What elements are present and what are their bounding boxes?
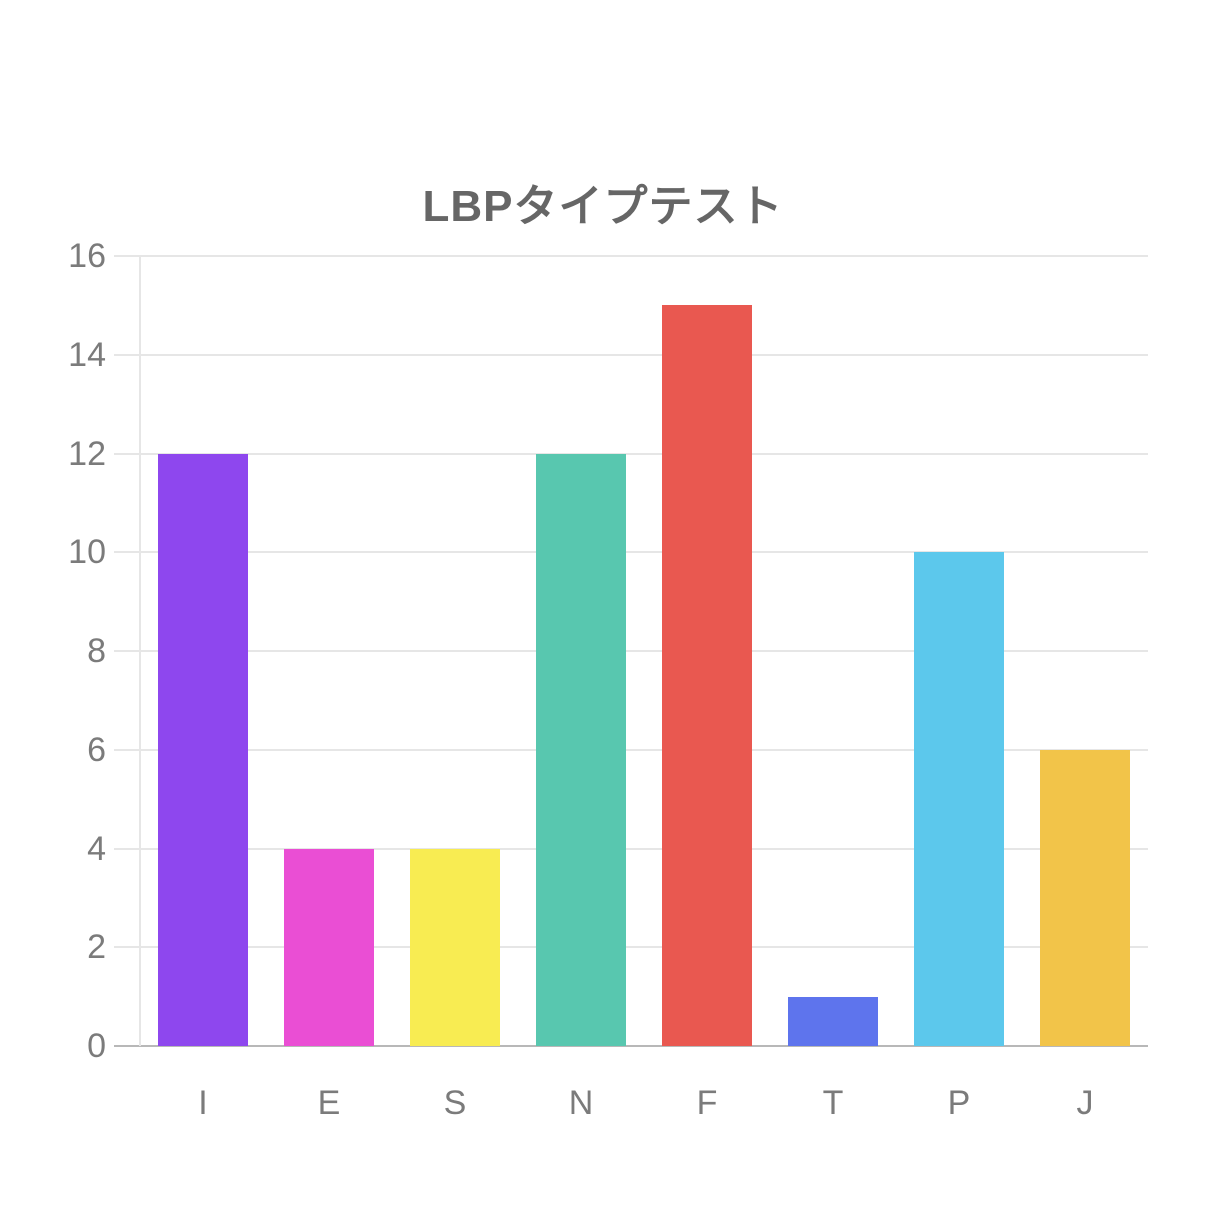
x-tick-label-J: J — [1076, 1084, 1094, 1122]
bar-I — [158, 453, 248, 1046]
x-tick-label-S: S — [443, 1084, 467, 1122]
chart-title: LBPタイプテスト — [422, 182, 784, 231]
x-tick-label-T: T — [822, 1084, 844, 1122]
y-axis-tick-mark — [114, 551, 140, 553]
y-axis-tick-mark — [114, 946, 140, 948]
y-tick-label: 2 — [87, 928, 106, 966]
bar-P — [914, 552, 1004, 1046]
y-axis-tick-mark — [114, 1045, 140, 1047]
y-tick-label: 0 — [87, 1027, 106, 1065]
y-tick-label: 12 — [68, 435, 106, 473]
y-axis-tick-mark — [114, 354, 140, 356]
y-axis-tick-mark — [114, 650, 140, 652]
bar-N — [536, 453, 626, 1046]
y-axis-tick-mark — [114, 848, 140, 850]
y-axis-tick-mark — [114, 255, 140, 257]
y-tick-label: 10 — [68, 533, 106, 571]
bar-J — [1040, 749, 1130, 1046]
y-axis-tick-mark — [114, 749, 140, 751]
bar-F — [662, 305, 752, 1046]
y-tick-label: 8 — [87, 632, 106, 670]
y-tick-label: 6 — [87, 731, 106, 769]
x-tick-label-E: E — [317, 1084, 341, 1122]
bar-T — [788, 996, 878, 1046]
x-tick-label-I: I — [198, 1084, 208, 1122]
y-tick-label: 16 — [68, 237, 106, 275]
y-axis-tick-mark — [114, 453, 140, 455]
x-tick-label-N: N — [568, 1084, 594, 1122]
bar-E — [284, 848, 374, 1046]
x-tick-label-F: F — [696, 1084, 718, 1122]
y-tick-label: 14 — [68, 336, 106, 374]
x-tick-label-P: P — [947, 1084, 971, 1122]
bar-S — [410, 848, 500, 1046]
y-tick-label: 4 — [87, 830, 106, 868]
